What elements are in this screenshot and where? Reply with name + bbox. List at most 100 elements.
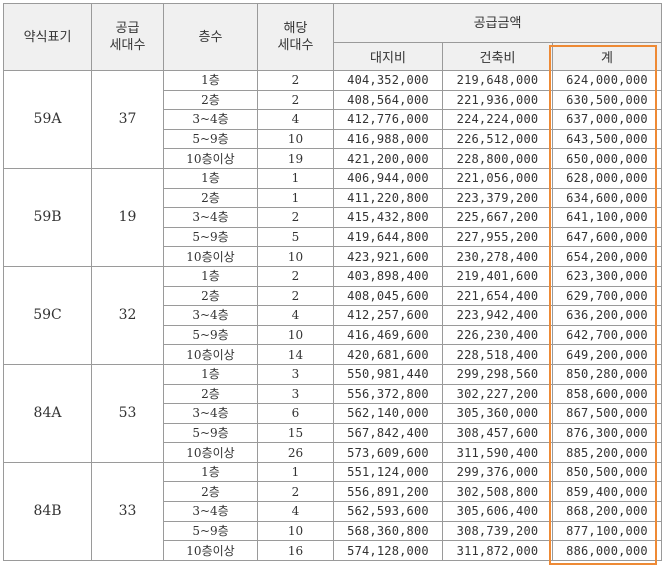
total-price-cell: 867,500,000 [552,403,662,424]
land-cost-cell: 416,469,600 [333,324,443,346]
floor-units-cell: 1 [257,187,334,209]
floor-cell: 1층 [163,265,258,287]
unit-type-cell: 59A [3,70,92,169]
building-cost-cell: 302,227,200 [442,383,553,405]
total-price-cell: 886,000,000 [552,540,662,561]
floor-units-cell: 19 [257,148,334,169]
land-cost-cell: 562,593,600 [333,501,443,522]
supply-units-cell: 37 [91,70,164,169]
floor-units-cell: 14 [257,344,334,365]
land-cost-cell: 573,609,600 [333,442,443,463]
header-floor: 층수 [163,3,258,71]
building-cost-cell: 299,298,560 [442,363,553,385]
table-row: 84B 33 1층 1 551,124,000 299,376,000 850,500,00… [3,461,662,561]
building-cost-cell: 225,667,200 [442,207,553,228]
header-building-cost: 건축비 [442,42,553,71]
building-cost-cell: 223,942,400 [442,305,553,326]
land-cost-cell: 415,432,800 [333,207,443,228]
floor-units-cell: 5 [257,226,334,248]
total-price-cell: 623,300,000 [552,265,662,287]
building-cost-cell: 311,590,400 [442,442,553,463]
floor-units-cell: 26 [257,442,334,463]
header-total: 계 [552,42,662,71]
building-cost-cell: 228,518,400 [442,344,553,365]
total-price-cell: 629,700,000 [552,285,662,307]
floor-units-cell: 2 [257,481,334,503]
floor-units-cell: 2 [257,89,334,111]
supply-units-cell: 53 [91,363,164,463]
total-price-cell: 859,400,000 [552,481,662,503]
land-cost-cell: 419,644,800 [333,226,443,248]
total-price-cell: 624,000,000 [552,70,662,91]
building-cost-cell: 221,936,000 [442,89,553,111]
header-type: 약식표기 [3,3,92,71]
floor-cell: 5~9층 [163,422,258,444]
building-cost-cell: 221,654,400 [442,285,553,307]
floor-cell: 5~9층 [163,226,258,248]
supply-units-cell: 19 [91,167,164,267]
floor-units-cell: 10 [257,128,334,150]
total-price-cell: 637,000,000 [552,109,662,130]
land-cost-cell: 411,220,800 [333,187,443,209]
land-cost-cell: 408,564,000 [333,89,443,111]
floor-cell: 3~4층 [163,305,258,326]
floor-units-cell: 16 [257,540,334,561]
unit-type-cell: 84B [3,461,92,561]
building-cost-cell: 302,508,800 [442,481,553,503]
building-cost-cell: 311,872,000 [442,540,553,561]
building-cost-cell: 305,360,000 [442,403,553,424]
building-cost-cell: 223,379,200 [442,187,553,209]
unit-type-cell: 84A [3,363,92,463]
table-header: 약식표기 공급 세대수 층수 해당 세대수 공급금액 대지비 건축비 계 [3,3,662,71]
total-price-cell: 628,000,000 [552,167,662,189]
building-cost-cell: 226,512,000 [442,128,553,150]
total-price-cell: 654,200,000 [552,246,662,267]
land-cost-cell: 562,140,000 [333,403,443,424]
header-price-group: 공급금액 [333,3,662,43]
header-supply-units: 공급 세대수 [91,3,164,71]
floor-cell: 3~4층 [163,501,258,522]
land-cost-cell: 423,921,600 [333,246,443,267]
total-price-cell: 636,200,000 [552,305,662,326]
supply-price-table: 약식표기 공급 세대수 층수 해당 세대수 공급금액 대지비 건축비 계 59A 37… [3,3,662,561]
total-price-cell: 850,280,000 [552,363,662,385]
floor-units-cell: 2 [257,265,334,287]
floor-cell: 1층 [163,70,258,91]
floor-units-cell: 1 [257,167,334,189]
table-row: 59B 19 1층 1 406,944,000 221,056,000 628,000,00… [3,167,662,267]
table-row: 5~9층 10 568,360,800 308,739,200 877,100,000 [4,520,662,542]
table-row: 10층이상 16 574,128,000 311,872,000 886,000,000 [4,540,662,561]
land-cost-cell: 556,891,200 [333,481,443,503]
building-cost-cell: 305,606,400 [442,501,553,522]
header-floor-units: 해당 세대수 [257,3,334,71]
land-cost-cell: 408,045,600 [333,285,443,307]
unit-type-cell: 59B [3,167,92,267]
building-cost-cell: 226,230,400 [442,324,553,346]
table-row: 10층이상 19 421,200,000 228,800,000 650,000,000 [4,148,662,169]
land-cost-cell: 416,988,000 [333,128,443,150]
building-cost-cell: 221,056,000 [442,167,553,189]
floor-units-cell: 4 [257,305,334,326]
floor-units-cell: 2 [257,70,334,91]
floor-cell: 2층 [163,481,258,503]
table-row: 3~4층 6 562,140,000 305,360,000 867,500,000 [4,403,662,424]
building-cost-cell: 308,739,200 [442,520,553,542]
total-price-cell: 649,200,000 [552,344,662,365]
unit-type-cell: 59C [3,265,92,365]
land-cost-cell: 412,776,000 [333,109,443,130]
building-cost-cell: 230,278,400 [442,246,553,267]
floor-cell: 2층 [163,285,258,307]
land-cost-cell: 556,372,800 [333,383,443,405]
floor-cell: 3~4층 [163,403,258,424]
table-row: 84A 53 1층 3 550,981,440 299,298,560 850,280,00… [3,363,662,463]
total-price-cell: 634,600,000 [552,187,662,209]
table-row: 2층 1 411,220,800 223,379,200 634,600,000 [4,187,662,209]
table-row: 59C 32 1층 2 403,898,400 219,401,600 623,300,00… [3,265,662,365]
total-price-cell: 850,500,000 [552,461,662,483]
total-price-cell: 643,500,000 [552,128,662,150]
floor-cell: 2층 [163,383,258,405]
floor-units-cell: 3 [257,363,334,385]
floor-cell: 5~9층 [163,520,258,542]
floor-units-cell: 15 [257,422,334,444]
floor-units-cell: 2 [257,285,334,307]
